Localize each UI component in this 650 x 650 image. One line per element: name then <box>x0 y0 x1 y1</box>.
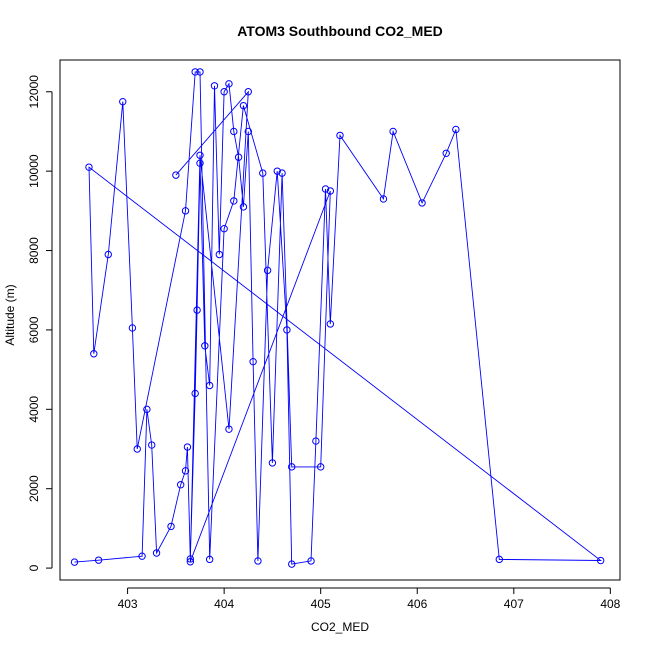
y-tick-label: 2000 <box>27 475 41 502</box>
data-point <box>220 88 228 96</box>
data-point <box>205 381 214 390</box>
data-point <box>244 88 252 96</box>
data-point <box>288 560 296 568</box>
data-point <box>326 320 335 328</box>
data-point <box>225 425 233 433</box>
data-point <box>70 558 79 566</box>
data-point <box>273 167 281 175</box>
data-point <box>186 555 195 563</box>
data-point <box>316 463 325 471</box>
data-point <box>176 481 185 489</box>
x-tick-label: 407 <box>504 597 524 611</box>
data-point <box>210 82 219 90</box>
data-point <box>263 266 272 275</box>
data-point <box>181 467 190 475</box>
data-point <box>288 463 296 471</box>
data-point <box>167 522 175 531</box>
y-tick-label: 4000 <box>27 396 41 423</box>
data-point <box>172 171 180 179</box>
data-point <box>85 163 93 171</box>
data-point <box>128 324 137 332</box>
x-axis: 403 404 405 406 407 408 <box>118 587 621 611</box>
data-point <box>201 342 209 350</box>
data-point <box>196 159 204 167</box>
data-point <box>148 441 156 449</box>
x-tick-label: 403 <box>118 597 138 611</box>
y-tick-label: 10000 <box>27 154 41 188</box>
data-point <box>239 101 248 110</box>
data-point <box>138 552 146 560</box>
y-tick-label: 8000 <box>27 237 41 264</box>
data-point <box>90 350 98 358</box>
data-point <box>230 127 238 136</box>
data-point <box>259 169 267 177</box>
data-point <box>283 326 291 334</box>
data-point <box>181 207 190 215</box>
x-tick-label: 408 <box>600 597 620 611</box>
y-axis-label: Altitude (m) <box>3 284 17 345</box>
y-axis: 0 2000 4000 6000 8000 10000 12000 <box>27 75 53 571</box>
data-point <box>220 225 228 233</box>
data-point <box>186 558 195 566</box>
data-point <box>104 250 112 259</box>
x-axis-label: CO2_MED <box>311 620 369 634</box>
data-point <box>191 68 199 76</box>
data-point <box>191 389 199 398</box>
data-point <box>94 556 103 564</box>
data-point <box>249 357 257 366</box>
data-point <box>230 197 238 205</box>
chart-title: ATOM3 Southbound CO2_MED <box>237 23 443 39</box>
data-point <box>244 127 252 136</box>
data-point <box>336 131 344 140</box>
data-point <box>389 127 397 136</box>
x-tick-label: 405 <box>311 597 331 611</box>
data-point <box>143 405 151 414</box>
data-point <box>452 125 460 134</box>
data-point <box>326 187 335 195</box>
data-point <box>193 306 201 314</box>
data-point <box>183 443 192 451</box>
data-point <box>152 549 161 557</box>
data-point <box>321 185 330 193</box>
data-point <box>234 153 243 161</box>
data-point <box>418 199 426 207</box>
data-point <box>196 68 204 76</box>
data-point <box>442 149 450 157</box>
data-point <box>215 250 224 259</box>
series-line <box>74 71 603 565</box>
data-point <box>196 151 204 159</box>
plot-frame <box>59 59 621 581</box>
data-point <box>254 557 262 565</box>
y-tick-label: 0 <box>27 564 41 571</box>
y-tick-label: 12000 <box>27 75 41 109</box>
data-point <box>119 97 127 106</box>
data-point <box>379 195 388 203</box>
data-point <box>239 203 248 211</box>
data-point <box>225 80 233 88</box>
x-tick-label: 406 <box>407 597 427 611</box>
data-point <box>495 555 504 564</box>
data-point <box>133 445 141 453</box>
y-tick-label: 6000 <box>27 316 41 343</box>
data-point <box>307 557 315 565</box>
x-tick-label: 404 <box>214 597 234 611</box>
data-point <box>205 555 214 564</box>
data-point <box>312 437 320 445</box>
plot-area <box>70 68 605 568</box>
data-point <box>268 459 277 467</box>
data-point <box>596 556 605 565</box>
data-point <box>278 169 286 177</box>
